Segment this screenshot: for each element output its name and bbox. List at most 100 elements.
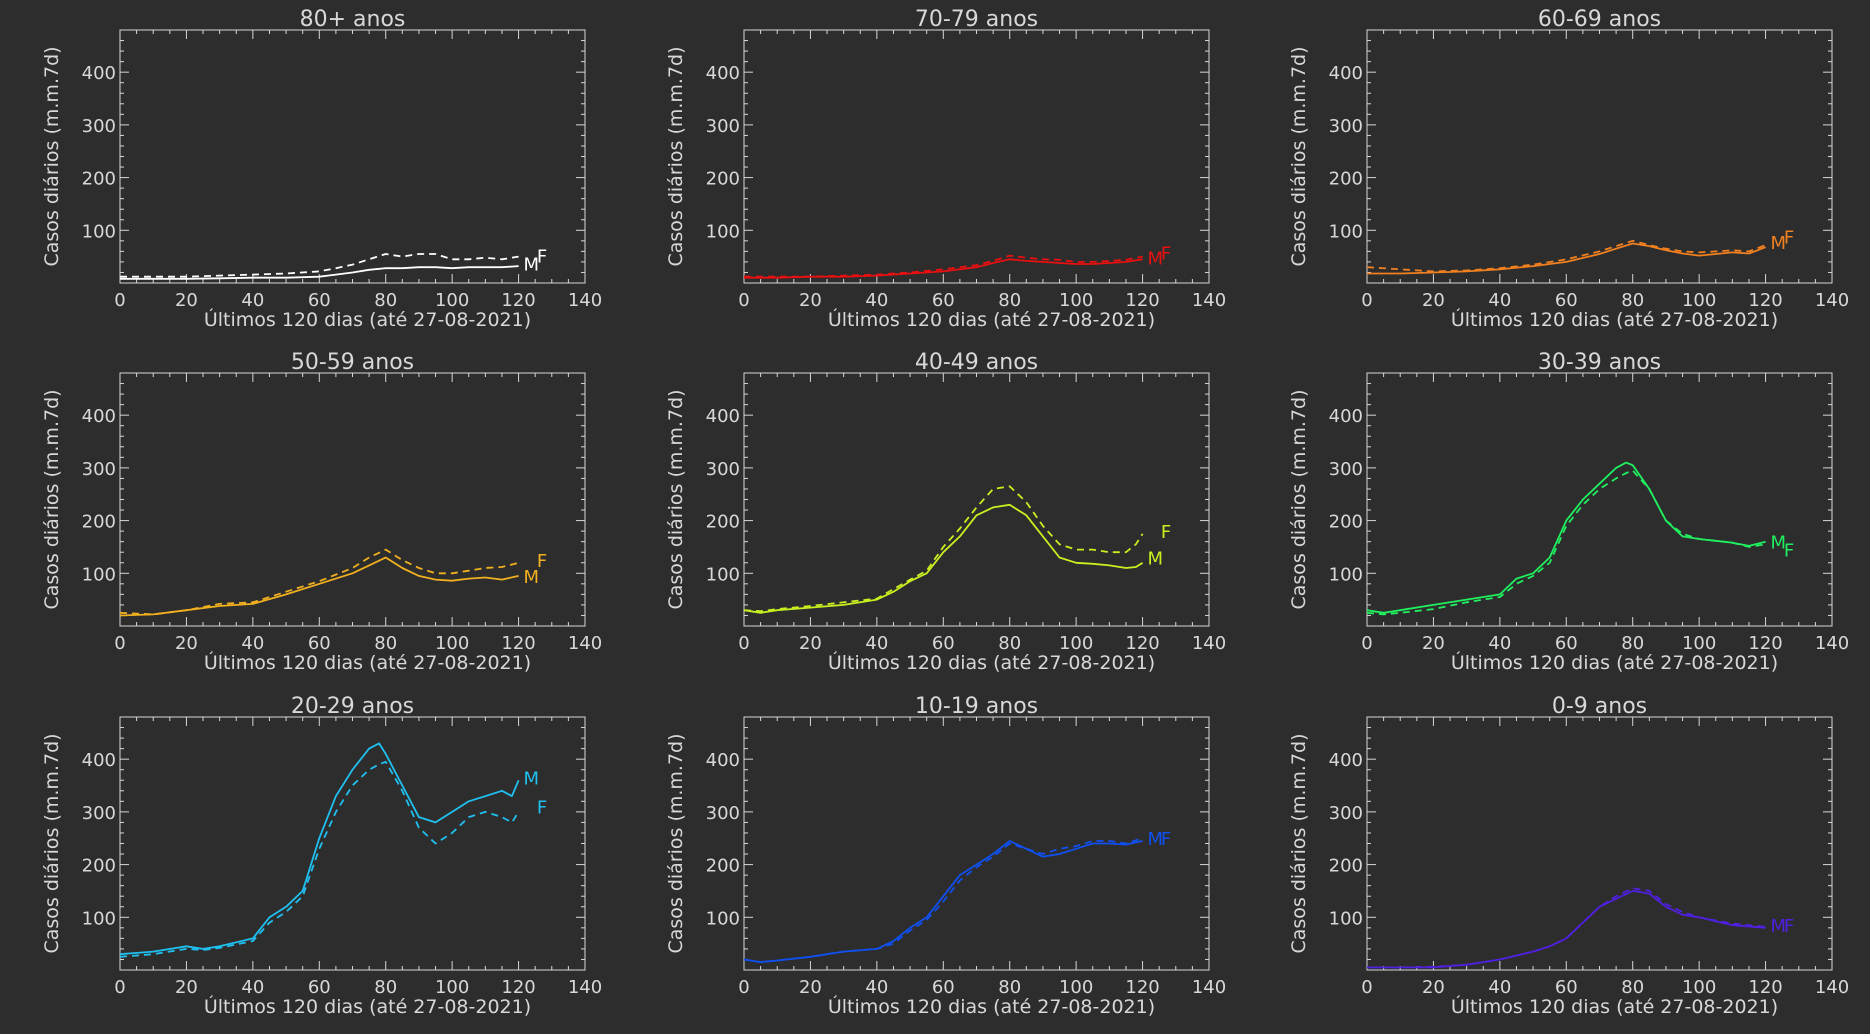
series-f-label: F [1161,243,1171,264]
x-tick-label: 120 [1748,290,1782,311]
x-tick-label: 60 [932,977,955,998]
y-tick-label: 400 [82,750,116,771]
x-tick-label: 140 [1815,290,1849,311]
x-tick-label: 0 [738,633,749,654]
chart-title: 50-59 anos [291,350,414,375]
series-f-label: F [537,798,547,819]
series-m-label: M [1148,548,1164,569]
x-tick-label: 20 [799,290,822,311]
y-tick-label: 400 [706,406,740,427]
series-m-line [744,258,1143,279]
x-tick-label: 60 [1555,977,1578,998]
x-tick-label: 0 [1361,977,1372,998]
y-tick-label: 400 [82,63,116,84]
series-m-line [743,503,1144,614]
x-tick-label: 20 [175,977,198,998]
x-tick-label: 60 [308,633,331,654]
chart-title: 30-39 anos [1538,350,1661,375]
series-f-line [119,548,519,616]
series-f-line [743,837,1143,963]
x-tick-label: 60 [308,977,331,998]
y-tick-label: 100 [706,221,740,242]
plot-frame [1366,372,1833,627]
series-f-line [743,485,1144,613]
x-tick-label: 0 [1361,633,1372,654]
y-tick-label: 300 [82,803,116,824]
series-m-label: M [1771,916,1787,937]
series-f-line [119,760,520,958]
x-tick-label: 100 [1059,633,1093,654]
x-tick-label: 0 [738,977,749,998]
x-tick-label: 0 [114,290,125,311]
y-tick-label: 300 [82,459,116,480]
chart-title: 0-9 anos [1552,694,1647,719]
x-tick-label: 100 [1682,290,1716,311]
series-m-line [1367,242,1766,275]
y-axis-label: Casos diários (m.m.7d) [41,733,63,953]
series-f-label: F [1161,522,1171,543]
x-tick-label: 0 [114,633,125,654]
x-axis-label: Últimos 120 dias (até 27-08-2021) [1451,650,1778,674]
plot-frame [1366,29,1833,284]
y-tick-label: 400 [706,63,740,84]
y-tick-label: 100 [1329,221,1363,242]
y-axis-label: Casos diários (m.m.7d) [665,46,687,266]
series-f-line [744,254,1143,278]
x-tick-label: 0 [114,977,125,998]
series-f-label: F [1784,541,1794,562]
x-tick-label: 80 [1621,977,1644,998]
series-f-label: F [1784,916,1794,937]
y-tick-label: 300 [1329,116,1363,137]
x-tick-label: 40 [1488,290,1511,311]
x-tick-label: 40 [865,290,888,311]
series-f-label: F [537,551,547,572]
y-tick-label: 100 [82,564,116,585]
series-m-label: M [524,567,540,588]
x-tick-label: 40 [241,633,264,654]
x-tick-label: 120 [1125,290,1159,311]
x-tick-label: 20 [175,633,198,654]
y-tick-label: 200 [1329,169,1363,190]
x-tick-label: 120 [501,633,535,654]
y-axis-label: Casos diários (m.m.7d) [1288,389,1310,609]
x-tick-label: 60 [308,290,331,311]
y-tick-label: 100 [82,908,116,929]
y-tick-label: 300 [706,116,740,137]
x-tick-label: 80 [998,977,1021,998]
x-tick-label: 20 [799,633,822,654]
y-tick-label: 300 [706,803,740,824]
plot-frame [743,29,1210,284]
x-axis-label: Últimos 120 dias (até 27-08-2021) [828,307,1155,331]
x-axis-label: Últimos 120 dias (até 27-08-2021) [204,650,531,674]
x-tick-label: 20 [799,977,822,998]
series-f-line [1366,239,1766,273]
series-m-line [743,840,1143,963]
x-tick-label: 0 [738,290,749,311]
x-tick-label: 60 [932,290,955,311]
x-tick-label: 140 [1192,290,1226,311]
plot-frame [743,372,1210,627]
y-tick-label: 200 [706,169,740,190]
y-tick-label: 400 [1329,406,1363,427]
x-tick-label: 140 [568,977,602,998]
y-tick-label: 100 [1329,908,1363,929]
x-axis-label: Últimos 120 dias (até 27-08-2021) [828,650,1155,674]
series-m-line [119,742,520,956]
x-tick-label: 100 [435,977,469,998]
y-tick-label: 300 [1329,803,1363,824]
x-tick-label: 60 [1555,290,1578,311]
plot-frame [743,716,1210,971]
x-tick-label: 100 [1059,977,1093,998]
x-tick-label: 40 [1488,633,1511,654]
y-axis-label: Casos diários (m.m.7d) [665,389,687,609]
plot-frame [1366,716,1833,971]
x-tick-label: 140 [568,290,602,311]
x-tick-label: 140 [1192,633,1226,654]
chart-title: 40-49 anos [915,350,1038,375]
x-tick-label: 40 [241,977,264,998]
x-axis-label: Últimos 120 dias (até 27-08-2021) [1451,994,1778,1018]
series-f-line [120,253,519,278]
chart-title: 80+ anos [300,7,406,32]
x-axis-label: Últimos 120 dias (até 27-08-2021) [204,307,531,331]
